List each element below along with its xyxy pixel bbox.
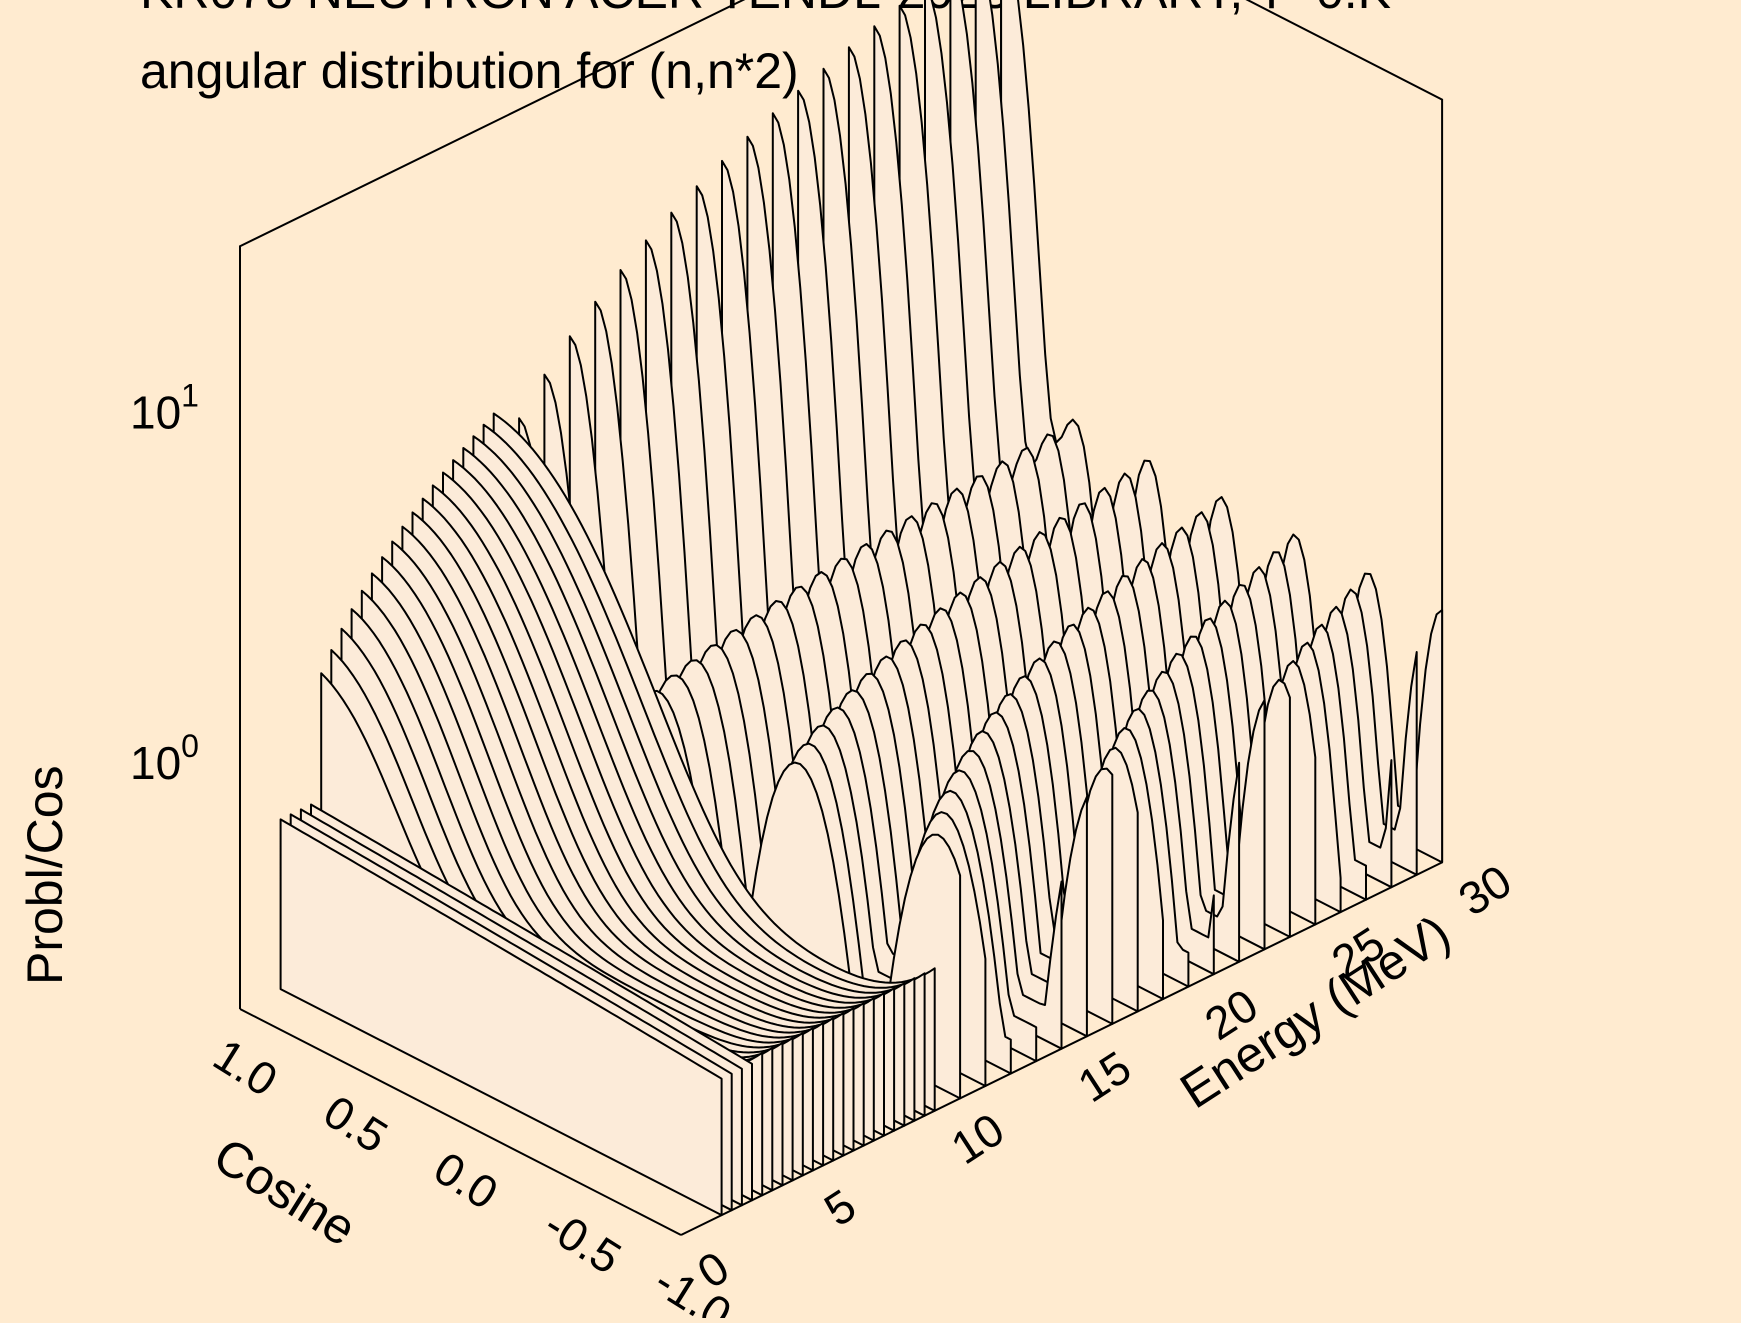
y-tick-label: 30 (1449, 854, 1520, 925)
z-tick-exponent: 1 (181, 377, 199, 413)
x-tick-label: -0.5 (535, 1198, 630, 1284)
x-axis-label: Cosine (204, 1127, 366, 1257)
x-tick-label: 1.0 (205, 1028, 287, 1106)
z-tick-label: 100 (130, 728, 199, 789)
z-axis-label: Probl/Cos (17, 765, 73, 985)
y-tick-label: 10 (942, 1103, 1013, 1174)
chart-subtitle: angular distribution for (n,n*2) (140, 43, 799, 99)
energy-axis-line (680, 861, 1443, 1236)
z-tick-label: 101 (130, 377, 199, 438)
cosine-axis-line (239, 1008, 682, 1236)
z-tick-exponent: 0 (181, 728, 199, 764)
y-tick-label: 15 (1069, 1041, 1140, 1112)
side-wall-outline (1245, 0, 1444, 863)
x-tick-label: 0.0 (425, 1141, 507, 1219)
curves-group (279, 0, 1444, 1217)
x-tick-label: 0.5 (315, 1085, 397, 1163)
curve-e-41 (279, 818, 723, 1217)
chart-title: KR078 NEUTRON ACER TENDL-2023 LIBRARY, T… (140, 0, 1391, 19)
y-tick-label: 5 (815, 1179, 865, 1237)
